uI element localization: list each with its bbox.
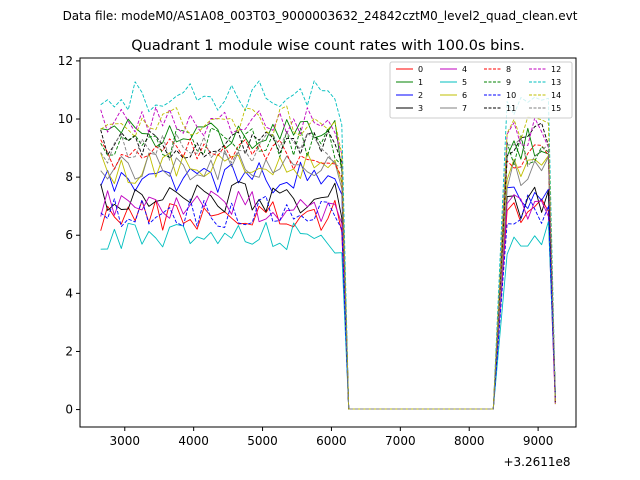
y-tick-label: 8: [65, 170, 73, 184]
plot-frame: [79, 57, 577, 428]
legend-label-9: 9: [506, 78, 511, 87]
series-line-10: [100, 194, 556, 410]
chart-title: Quadrant 1 module wise count rates with …: [131, 38, 525, 54]
series-line-15: [100, 131, 556, 410]
y-tick-label: 6: [65, 228, 73, 242]
series-line-7: [100, 149, 556, 410]
x-offset-label: +3.2611e8: [503, 455, 570, 469]
y-tick-label: 2: [65, 344, 73, 358]
series-line-8: [100, 138, 556, 410]
legend-label-2: 2: [418, 91, 423, 100]
x-tick-label: 6000: [316, 434, 347, 448]
series-line-5: [100, 221, 556, 410]
series-line-13: [100, 80, 556, 410]
y-tick-label: 0: [65, 403, 73, 417]
legend-label-13: 13: [551, 78, 561, 87]
series-lines: [100, 80, 556, 410]
legend-label-11: 11: [506, 104, 516, 113]
legend-label-5: 5: [462, 78, 467, 87]
y-tick-label: 4: [65, 286, 73, 300]
legend-label-0: 0: [418, 65, 423, 74]
x-tick-label: 8000: [454, 434, 485, 448]
x-tick-label: 4000: [178, 434, 209, 448]
x-tick-label: 9000: [523, 434, 554, 448]
series-line-14: [100, 105, 556, 410]
legend-label-10: 10: [506, 91, 516, 100]
legend-label-3: 3: [418, 104, 423, 113]
legend-frame: [389, 61, 573, 119]
series-line-4: [100, 190, 556, 410]
legend-label-15: 15: [551, 104, 561, 113]
legend-label-4: 4: [462, 65, 467, 74]
legend-label-6: 6: [462, 91, 467, 100]
legend-label-1: 1: [418, 78, 423, 87]
legend-label-12: 12: [551, 65, 561, 74]
y-tick-label: 12: [58, 54, 73, 68]
x-tick-label: 3000: [110, 434, 141, 448]
file-label: Data file: modeM0/AS1A08_003T03_90000036…: [63, 9, 578, 23]
x-tick-label: 7000: [385, 434, 416, 448]
x-tick-label: 5000: [247, 434, 278, 448]
legend-label-7: 7: [462, 104, 467, 113]
legend-label-14: 14: [551, 91, 561, 100]
legend-label-8: 8: [506, 65, 511, 74]
y-tick-label: 10: [58, 112, 73, 126]
